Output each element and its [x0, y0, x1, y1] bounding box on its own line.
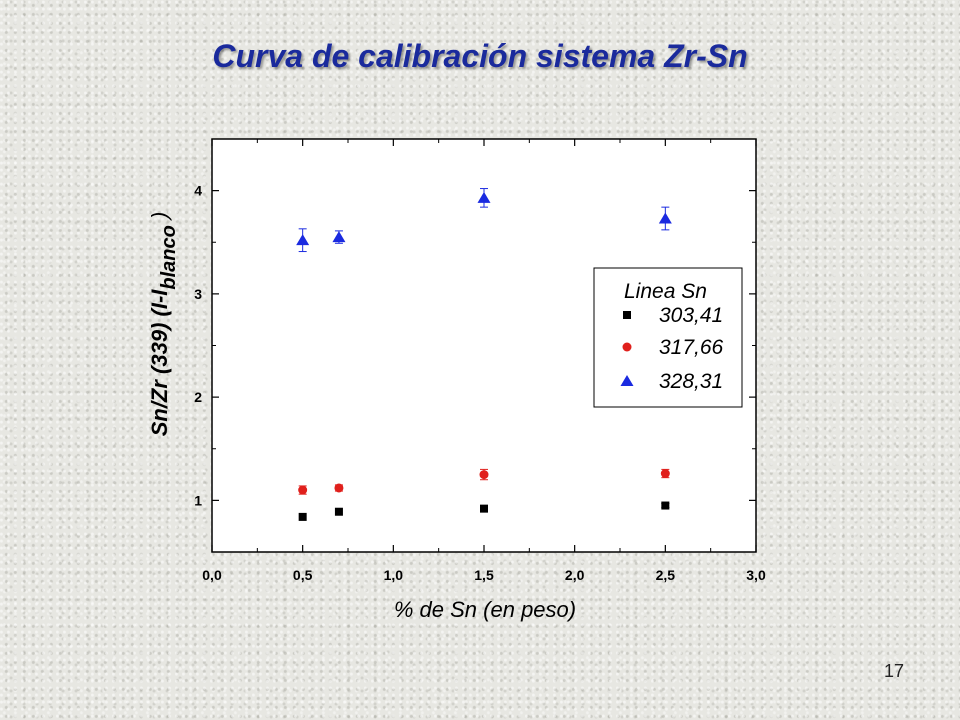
y-axis-title-main: Sn/Zr (339) (I-I [147, 289, 172, 437]
legend: Linea Sn 303,41 317,66 328,31 [593, 267, 743, 408]
y-axis-title-sub: blanco [158, 225, 180, 289]
data-point [332, 231, 346, 243]
x-tick-label: 1,5 [474, 567, 494, 583]
y-tick-label: 2 [194, 389, 202, 405]
x-tick-label: 2,0 [565, 567, 585, 583]
y-axis-title-close: ) [147, 212, 172, 225]
data-point [334, 507, 343, 516]
legend-label-2: 328,31 [659, 370, 723, 393]
x-tick-label: 2,5 [656, 567, 676, 583]
y-tick-label: 4 [194, 183, 202, 199]
series-1 [298, 468, 670, 495]
page-number: 17 [883, 661, 904, 681]
data-point [658, 212, 672, 224]
x-axis-title: % de Sn (en peso) [394, 597, 576, 622]
data-point [334, 483, 344, 493]
data-point [298, 485, 308, 495]
legend-box [593, 267, 743, 408]
y-tick-label: 1 [194, 492, 202, 508]
y-axis-title: Sn/Zr (339) (I-Iblanco ) [147, 212, 180, 437]
legend-label-1: 317,66 [659, 336, 724, 359]
legend-marker-2 [620, 375, 634, 386]
legend-marker-0 [623, 311, 631, 319]
y-tick-label: 3 [194, 286, 202, 302]
data-point [298, 512, 307, 521]
x-tick-label: 1,0 [384, 567, 404, 583]
series-0 [298, 501, 670, 521]
x-tick-label: 3,0 [746, 567, 766, 583]
x-tick-label: 0,0 [202, 567, 222, 583]
x-tick-label: 0,5 [293, 567, 313, 583]
data-point [660, 469, 670, 479]
data-point [480, 504, 488, 513]
data-point [296, 234, 310, 246]
legend-title: Linea Sn [624, 280, 707, 303]
legend-label-0: 303,41 [659, 304, 723, 327]
slide-title: Curva de calibración sistema Zr-Sn [212, 38, 748, 74]
series-2 [296, 188, 672, 253]
data-point [661, 501, 670, 510]
data-point [477, 191, 491, 203]
legend-marker-1 [622, 342, 632, 352]
data-point [479, 470, 489, 480]
